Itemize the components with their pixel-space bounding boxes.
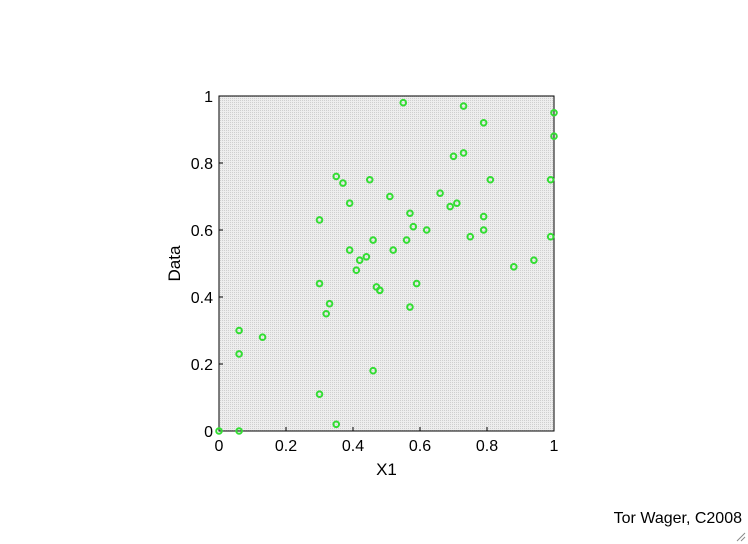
x-tick-label: 0.4 xyxy=(342,438,364,455)
resize-grip-icon[interactable] xyxy=(734,530,746,542)
data-point xyxy=(369,366,377,375)
data-point xyxy=(546,175,555,184)
data-point xyxy=(369,236,377,244)
data-point xyxy=(386,192,394,201)
data-point xyxy=(449,152,458,161)
data-point xyxy=(479,119,488,127)
x-tick-label: 0.8 xyxy=(476,438,498,455)
data-point xyxy=(315,390,324,398)
data-point xyxy=(402,236,411,244)
data-point xyxy=(258,333,267,342)
data-point xyxy=(362,252,371,261)
data-point xyxy=(406,209,414,218)
data-point xyxy=(332,420,341,429)
data-point xyxy=(550,132,558,140)
data-point xyxy=(459,102,468,110)
data-point xyxy=(459,149,468,157)
x-tick-label: 0 xyxy=(215,438,224,455)
x-tick-label: 0.6 xyxy=(409,438,431,455)
y-axis-label: Data xyxy=(165,245,184,281)
data-point xyxy=(436,189,444,197)
data-point xyxy=(389,246,398,254)
data-point xyxy=(412,279,421,288)
y-tick-label: 0.8 xyxy=(191,156,213,173)
credit-text: Tor Wager, C2008 xyxy=(613,510,742,527)
data-point xyxy=(406,303,414,311)
x-tick-label: 0.2 xyxy=(275,438,297,455)
data-point xyxy=(510,263,518,271)
data-point xyxy=(325,299,334,308)
data-point xyxy=(345,199,354,207)
data-point xyxy=(322,309,331,318)
data-point xyxy=(486,175,495,184)
y-tick-label: 1 xyxy=(204,89,213,106)
data-point xyxy=(315,216,324,224)
data-point xyxy=(453,199,461,207)
data-point xyxy=(235,326,243,335)
data-point xyxy=(315,279,324,288)
data-point xyxy=(235,350,243,358)
data-point xyxy=(546,232,555,241)
x-axis-label: X1 xyxy=(376,460,397,479)
plot-area xyxy=(218,95,555,432)
data-point xyxy=(399,98,408,107)
data-point xyxy=(376,286,384,295)
data-point xyxy=(530,256,538,264)
data-point xyxy=(339,179,347,187)
data-point xyxy=(446,202,454,211)
data-point xyxy=(422,226,431,234)
data-point xyxy=(365,175,374,184)
data-point xyxy=(355,256,364,264)
y-tick-label: 0.6 xyxy=(191,223,213,240)
data-point xyxy=(352,266,361,275)
data-point xyxy=(409,222,418,231)
data-point xyxy=(550,108,558,117)
data-point xyxy=(215,427,223,435)
data-point xyxy=(332,172,341,181)
x-tick-label: 1 xyxy=(550,438,559,455)
data-point xyxy=(466,232,475,241)
data-point xyxy=(479,212,488,221)
data-point xyxy=(345,246,354,254)
data-point xyxy=(479,226,488,234)
y-tick-label: 0.4 xyxy=(191,290,213,307)
y-tick-label: 0.2 xyxy=(191,357,213,374)
data-point xyxy=(235,427,243,435)
y-tick-label: 0 xyxy=(204,424,213,441)
